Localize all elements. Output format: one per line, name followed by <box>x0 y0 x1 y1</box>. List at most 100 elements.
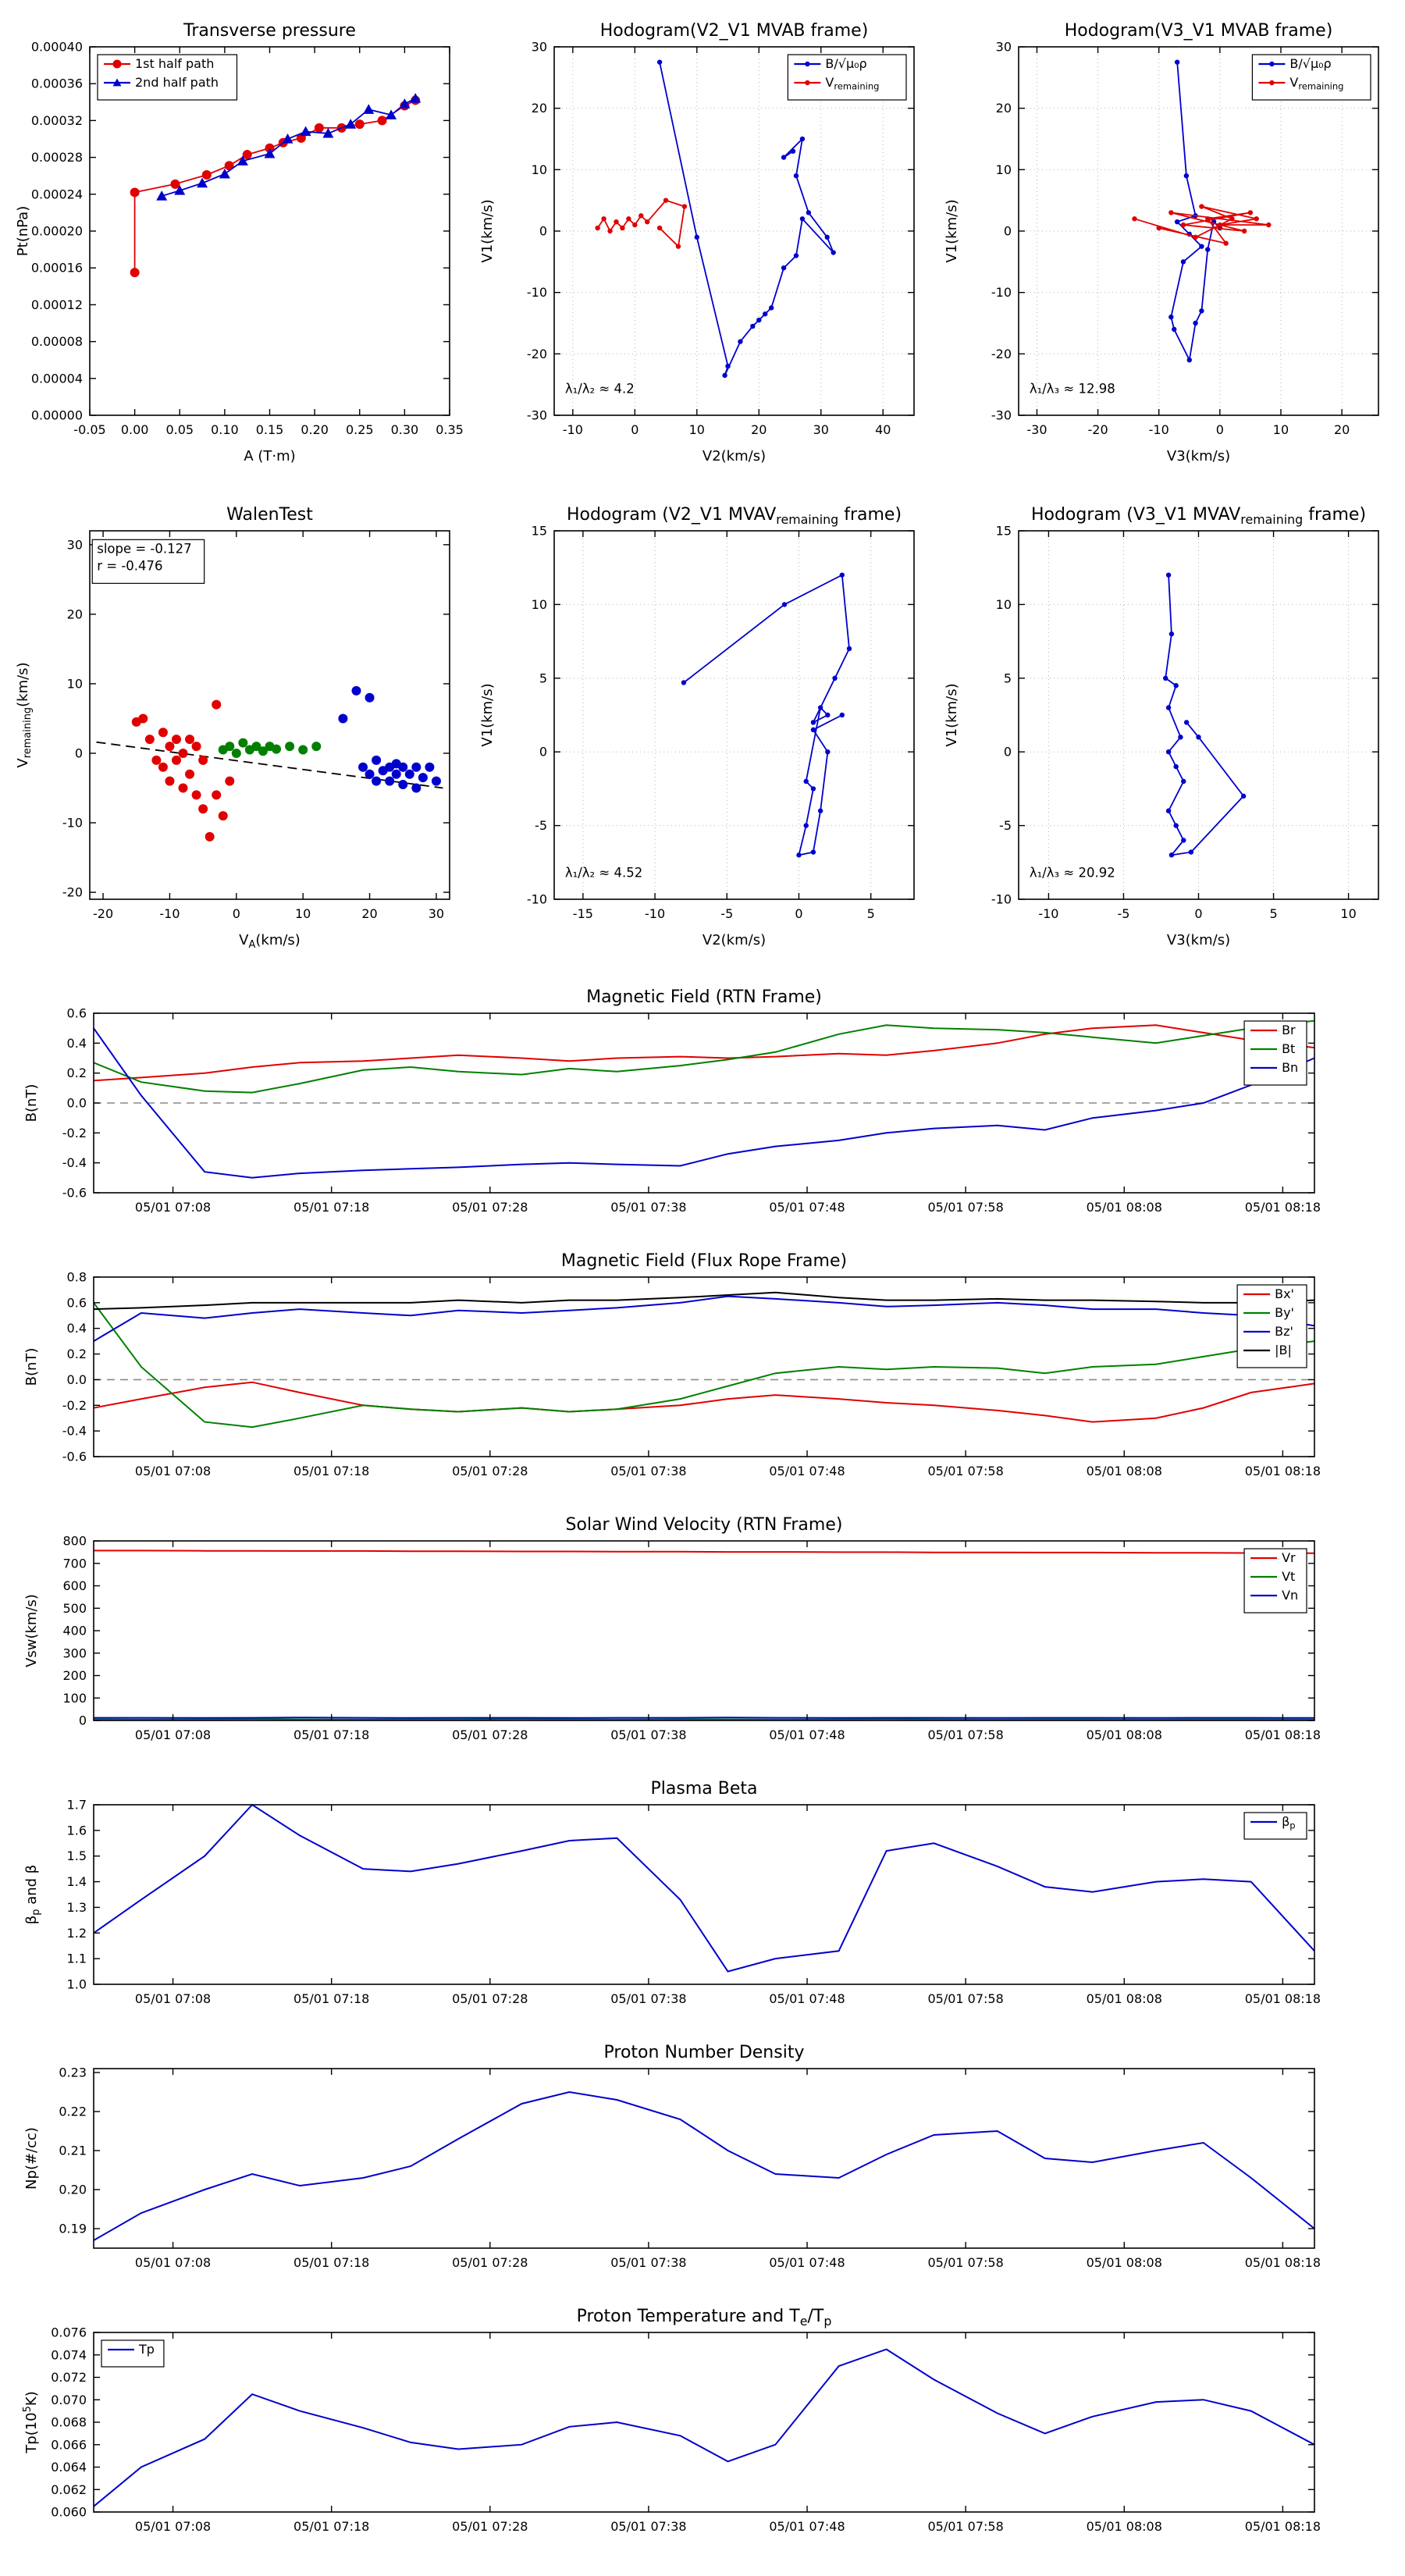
series-line-V_{remaining} <box>1134 205 1269 245</box>
series-line-series <box>1165 575 1245 856</box>
marker <box>225 776 235 786</box>
marker <box>1180 222 1186 228</box>
marker <box>201 170 212 180</box>
chart-hodogram-v3v1-mvav: -10 -5 0 5 10 -10 -5 0 5 10 15 V3(km/s) V1(km/s) Hodo… <box>937 490 1397 968</box>
marker <box>1223 240 1229 246</box>
marker <box>322 127 334 138</box>
chart-svg-b-rtn: 05/01 07:08 05/01 07:18 05/01 07:28 05/01 0… <box>23 987 1321 1215</box>
marker <box>825 712 831 718</box>
marker <box>1165 572 1172 578</box>
marker <box>832 675 838 681</box>
svg-text:0.0: 0.0 <box>67 1096 87 1111</box>
marker <box>722 372 727 379</box>
marker <box>1196 735 1201 740</box>
svg-text:Vremaining: Vremaining <box>1289 75 1343 92</box>
svg-text:1.2: 1.2 <box>67 1926 87 1941</box>
marker <box>151 755 162 765</box>
marker <box>790 148 796 154</box>
marker <box>805 61 810 67</box>
annotation: λ₁/λ₂ ≈ 4.52 <box>565 866 642 881</box>
svg-text:0.00024: 0.00024 <box>31 187 83 201</box>
svg-text:1.7: 1.7 <box>67 1798 87 1813</box>
marker <box>614 219 619 225</box>
svg-text:0.064: 0.064 <box>51 2460 87 2475</box>
svg-text:Bn: Bn <box>1282 1060 1298 1075</box>
svg-text:V1(km/s): V1(km/s) <box>944 199 960 262</box>
svg-text:λ₁/λ₃ ≈ 12.98: λ₁/λ₃ ≈ 12.98 <box>1030 382 1115 397</box>
series-group <box>681 572 852 858</box>
svg-text:Tp: Tp <box>138 2342 155 2357</box>
svg-text:1st half path: 1st half path <box>135 56 214 71</box>
svg-text:-0.6: -0.6 <box>62 1450 87 1464</box>
chart-solar-wind-velocity: 05/01 07:08 05/01 07:18 05/01 07:28 05/01 0… <box>8 1505 1397 1764</box>
svg-text:0.070: 0.070 <box>51 2393 87 2407</box>
svg-text:0.8: 0.8 <box>67 1270 87 1285</box>
svg-text:05/01 07:08: 05/01 07:08 <box>135 1200 211 1215</box>
svg-text:0.05: 0.05 <box>165 422 194 437</box>
svg-text:Vremaining(km/s): Vremaining(km/s) <box>15 662 34 767</box>
marker <box>205 831 215 841</box>
svg-text:05/01 08:18: 05/01 08:18 <box>1245 1464 1321 1478</box>
svg-text:Solar Wind Velocity (RTN Frame: Solar Wind Velocity (RTN Frame) <box>566 1515 843 1535</box>
marker <box>1168 852 1175 858</box>
series-line-Vn <box>94 1717 1315 1719</box>
marker <box>282 133 293 144</box>
marker <box>1173 683 1179 688</box>
annotation: λ₁/λ₂ ≈ 4.2 <box>565 382 635 397</box>
svg-text:05/01 07:48: 05/01 07:48 <box>769 2255 845 2270</box>
svg-text:05/01 07:28: 05/01 07:28 <box>452 1727 528 1742</box>
marker <box>675 244 681 249</box>
svg-text:200: 200 <box>62 1668 87 1683</box>
chart-svg-proton-temperature: 05/01 07:08 05/01 07:18 05/01 07:28 05/01 0… <box>22 2307 1321 2535</box>
marker <box>1266 222 1272 228</box>
svg-text:-20: -20 <box>62 885 83 900</box>
marker <box>398 762 408 772</box>
svg-text:5: 5 <box>1004 671 1012 685</box>
svg-text:10: 10 <box>1273 422 1289 437</box>
svg-text:05/01 07:08: 05/01 07:08 <box>135 2519 211 2534</box>
marker <box>1229 216 1235 222</box>
marker <box>632 222 638 228</box>
marker <box>398 780 408 790</box>
svg-text:05/01 07:48: 05/01 07:48 <box>769 1991 845 2006</box>
marker <box>681 204 688 209</box>
marker <box>810 727 816 733</box>
svg-text:1.4: 1.4 <box>67 1874 87 1889</box>
marker <box>1217 222 1223 228</box>
marker <box>817 705 823 710</box>
marker <box>607 228 613 234</box>
marker <box>1174 59 1180 65</box>
marker <box>831 250 836 255</box>
axes-frame <box>93 1804 1315 1985</box>
chart-svg-hodogram-v2v1-mvab: -10 0 10 20 30 40 -30 -20 -10 0 10 20 30 V2(km/s) V1(k… <box>479 21 915 464</box>
marker <box>1173 823 1179 828</box>
svg-text:0.00000: 0.00000 <box>31 408 83 423</box>
marker <box>645 219 650 225</box>
svg-text:10: 10 <box>532 162 547 177</box>
svg-text:05/01 07:08: 05/01 07:08 <box>135 2255 211 2270</box>
svg-text:r = -0.476: r = -0.476 <box>97 558 162 573</box>
svg-text:V2(km/s): V2(km/s) <box>702 448 766 464</box>
svg-text:0.00012: 0.00012 <box>31 297 83 312</box>
axis-ticks: 05/01 07:08 05/01 07:18 05/01 07:28 05/01 0… <box>51 2325 1321 2535</box>
svg-text:05/01 07:08: 05/01 07:08 <box>135 1727 211 1742</box>
series-line-Br <box>93 1024 1315 1082</box>
marker <box>1165 808 1172 813</box>
svg-text:20: 20 <box>1334 422 1350 437</box>
svg-text:1.5: 1.5 <box>67 1848 87 1863</box>
svg-text:0.066: 0.066 <box>51 2437 87 2452</box>
svg-text:Bx': Bx' <box>1275 1286 1294 1301</box>
annotation: slope = -0.127 r = -0.476 <box>91 539 205 584</box>
marker <box>839 712 845 718</box>
svg-text:-5: -5 <box>720 906 733 921</box>
marker <box>170 179 180 189</box>
marker <box>365 769 375 779</box>
svg-text:0: 0 <box>75 745 83 760</box>
marker <box>1247 210 1254 215</box>
marker <box>238 738 248 748</box>
svg-text:WalenTest: WalenTest <box>226 505 313 525</box>
svg-text:0.21: 0.21 <box>59 2144 87 2158</box>
svg-text:10: 10 <box>996 597 1012 612</box>
svg-text:Pt(nPa): Pt(nPa) <box>15 206 31 256</box>
svg-text:-5: -5 <box>535 818 547 833</box>
